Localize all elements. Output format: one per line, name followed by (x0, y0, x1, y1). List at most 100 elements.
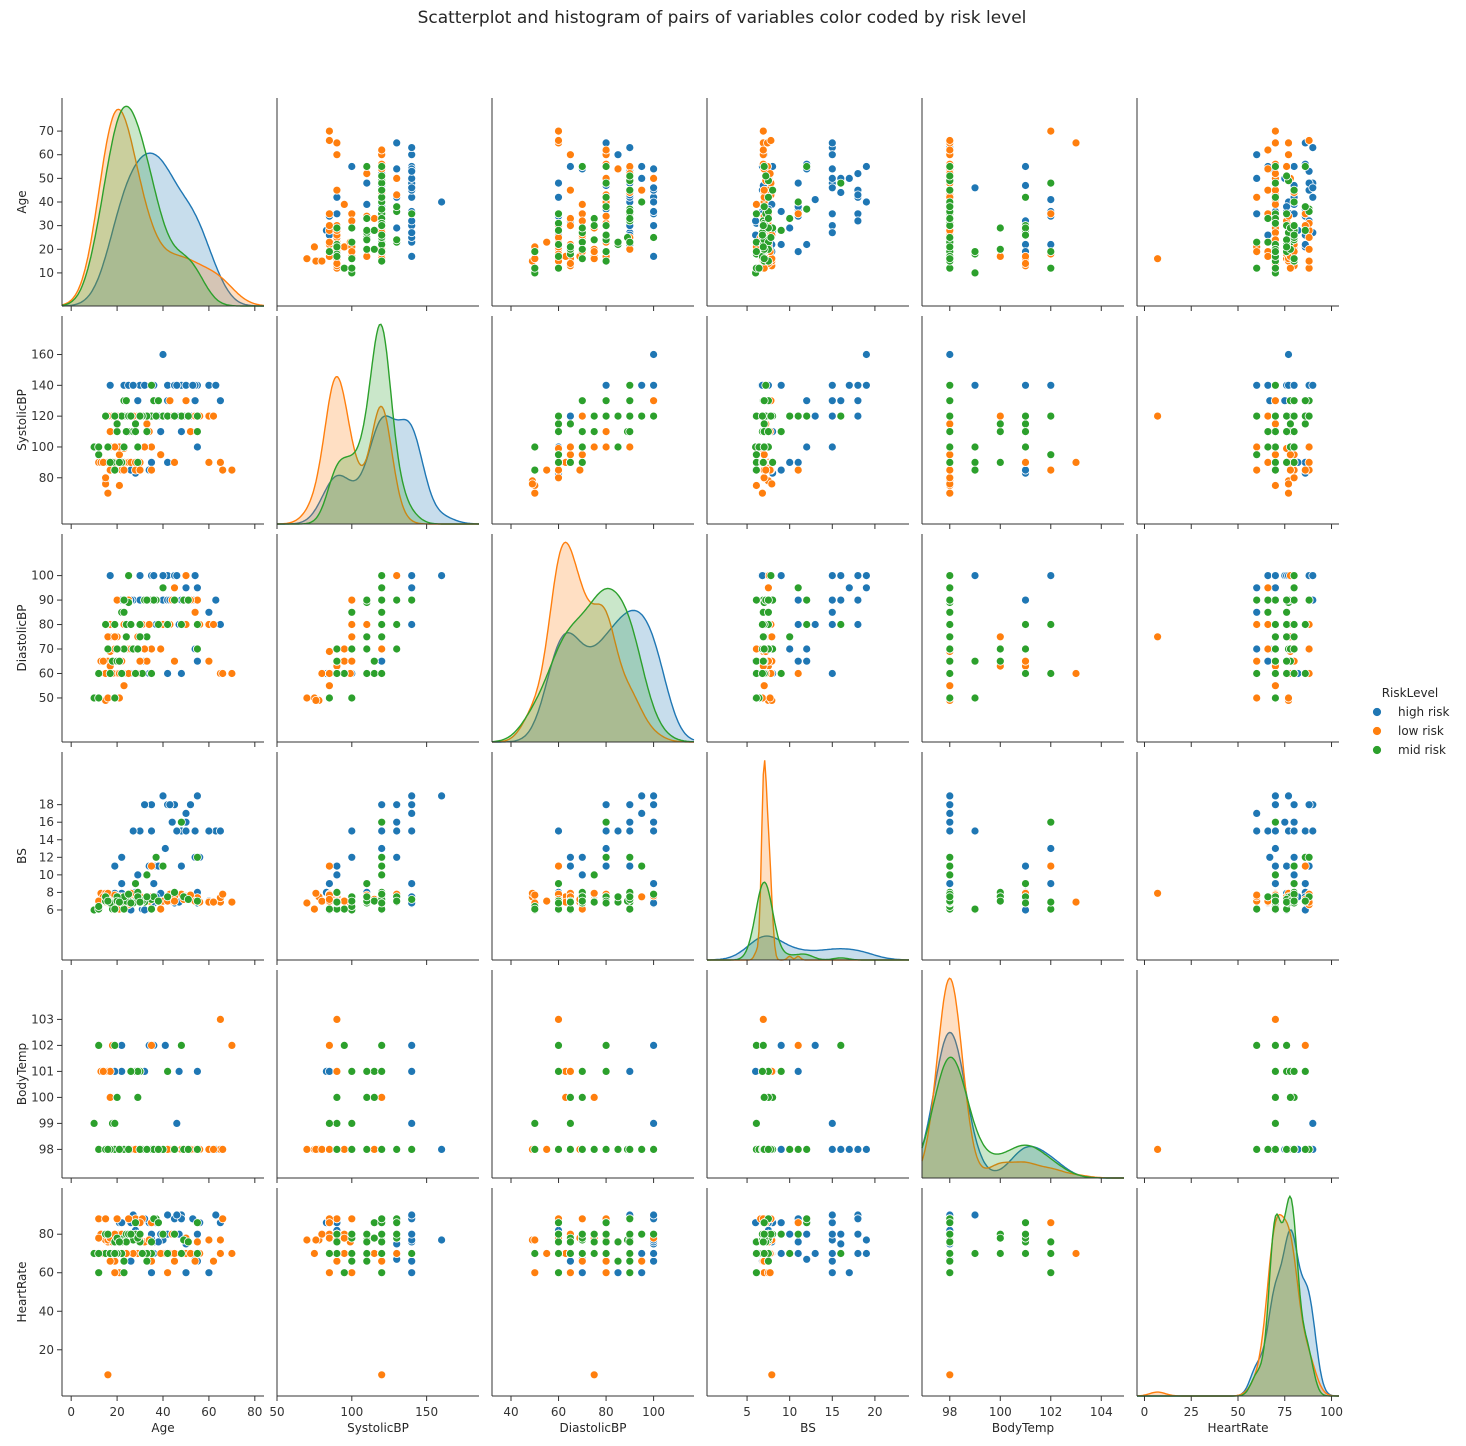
point-mid-risk (362, 244, 372, 254)
point-high-risk (601, 826, 611, 836)
point-high-risk (1265, 852, 1275, 862)
point-mid-risk (142, 892, 152, 902)
point-high-risk (347, 852, 357, 862)
point-mid-risk (802, 620, 812, 629)
point-mid-risk (601, 411, 611, 421)
point-mid-risk (945, 583, 955, 593)
point-high-risk (862, 350, 871, 359)
point-mid-risk (759, 202, 769, 212)
point-mid-risk (1304, 411, 1314, 421)
point-high-risk (802, 644, 812, 654)
point-mid-risk (637, 861, 647, 871)
point-high-risk (836, 188, 846, 197)
point-mid-risk (1021, 879, 1030, 888)
point-mid-risk (163, 1067, 173, 1076)
point-high-risk (437, 791, 447, 801)
point-mid-risk (369, 1067, 379, 1076)
point-high-risk (1289, 826, 1299, 836)
point-mid-risk (625, 214, 635, 223)
point-mid-risk (1252, 904, 1262, 914)
point-mid-risk (112, 419, 122, 429)
panel-diastolicbp-vs-heartrate (1136, 534, 1339, 747)
point-low-risk (115, 481, 124, 490)
point-mid-risk (1046, 178, 1056, 188)
point-low-risk (209, 620, 218, 629)
point-mid-risk (554, 209, 563, 219)
point-high-risk (407, 183, 417, 193)
point-mid-risk (1046, 411, 1056, 421)
point-high-risk (853, 169, 863, 179)
point-mid-risk (119, 442, 129, 452)
point-high-risk (1271, 826, 1280, 836)
point-mid-risk (1282, 897, 1291, 907)
point-high-risk (392, 800, 402, 810)
point-mid-risk (332, 669, 342, 678)
point-high-risk (158, 350, 168, 359)
point-mid-risk (121, 427, 131, 437)
point-low-risk (339, 896, 349, 906)
point-high-risk (192, 583, 202, 593)
y-tick-label: 12 (39, 850, 54, 864)
point-high-risk (853, 380, 863, 390)
point-mid-risk (377, 632, 387, 642)
point-mid-risk (347, 607, 357, 617)
point-high-risk (110, 861, 120, 871)
point-mid-risk (625, 411, 635, 421)
point-mid-risk (110, 1041, 120, 1050)
point-mid-risk (362, 595, 372, 605)
point-mid-risk (1289, 595, 1299, 605)
point-high-risk (853, 595, 863, 605)
point-high-risk (437, 571, 447, 580)
point-high-risk (407, 251, 417, 261)
point-high-risk (776, 380, 786, 390)
y-tick-label: 103 (31, 1012, 54, 1026)
point-high-risk (844, 380, 854, 390)
y-tick-label: 14 (39, 833, 54, 847)
point-mid-risk (1021, 669, 1030, 678)
point-mid-risk (752, 465, 761, 475)
y-tick-label: 140 (31, 378, 54, 392)
point-high-risk (827, 173, 837, 183)
point-high-risk (970, 183, 980, 193)
point-low-risk (945, 488, 955, 498)
point-mid-risk (110, 620, 120, 629)
point-mid-risk (377, 852, 387, 862)
point-mid-risk (192, 427, 202, 437)
point-high-risk (601, 861, 611, 871)
point-mid-risk (554, 251, 563, 261)
point-low-risk (324, 237, 334, 247)
point-low-risk (339, 199, 349, 209)
point-mid-risk (142, 595, 152, 605)
point-mid-risk (793, 411, 803, 421)
point-mid-risk (945, 202, 955, 212)
point-low-risk (1284, 693, 1293, 703)
point-low-risk (170, 583, 179, 593)
point-mid-risk (530, 465, 540, 475)
point-mid-risk (192, 1145, 202, 1154)
point-mid-risk (1289, 620, 1299, 629)
point-high-risk (407, 166, 417, 176)
point-low-risk (147, 861, 156, 871)
y-tick-label: 99 (39, 1116, 54, 1130)
point-mid-risk (170, 411, 179, 421)
point-low-risk (209, 897, 218, 907)
point-low-risk (554, 136, 563, 145)
point-high-risk (347, 162, 357, 171)
kde-line-high-risk (62, 152, 264, 307)
point-mid-risk (1282, 620, 1291, 629)
point-high-risk (810, 195, 820, 205)
point-low-risk (1300, 861, 1310, 871)
point-high-risk (827, 150, 837, 160)
y-tick-label: 101 (31, 1064, 54, 1078)
point-high-risk (862, 197, 871, 207)
point-mid-risk (758, 230, 767, 240)
point-mid-risk (1289, 396, 1299, 406)
point-high-risk (160, 1041, 170, 1050)
point-mid-risk (1300, 620, 1310, 629)
point-high-risk (802, 396, 812, 406)
point-mid-risk (945, 254, 955, 264)
point-low-risk (135, 465, 145, 475)
point-mid-risk (1263, 427, 1273, 437)
pairplot-panels: 10203040506070Age80100120140160SystolicB… (15, 98, 1343, 1435)
point-mid-risk (1271, 870, 1280, 880)
